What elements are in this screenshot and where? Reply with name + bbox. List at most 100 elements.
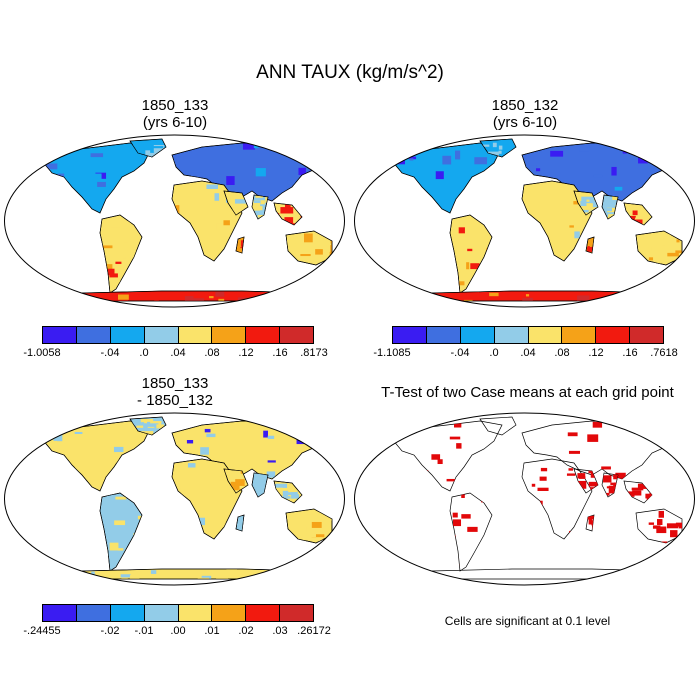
- value-patch: [44, 163, 58, 170]
- value-patch: [265, 475, 268, 481]
- significant-cell: [452, 512, 458, 518]
- value-patch: [481, 280, 491, 283]
- value-patch: [281, 487, 292, 492]
- value-patch: [608, 295, 617, 301]
- colorbar-swatch: [630, 327, 663, 343]
- significant-cell: [592, 525, 594, 529]
- value-patch: [256, 218, 266, 219]
- value-patch: [65, 194, 74, 203]
- value-patch: [474, 157, 488, 165]
- value-patch: [200, 447, 209, 455]
- panel3-title-line2: - 1850_132: [137, 392, 213, 409]
- value-patch: [122, 256, 126, 259]
- value-patch: [529, 254, 540, 261]
- value-patch: [569, 225, 574, 228]
- value-patch: [468, 229, 474, 237]
- significant-cell: [537, 487, 549, 491]
- value-patch: [197, 577, 210, 579]
- value-patch: [330, 245, 332, 254]
- antarctica-region: [25, 568, 331, 580]
- value-patch: [489, 292, 499, 297]
- panel2-title: 1850_132 (yrs 6-10): [380, 97, 670, 131]
- panel1-colorbar-labels: -1.0058 -.04 .0 .04 .08 .12 .16 .8173: [23, 347, 327, 361]
- value-patch: [627, 207, 635, 211]
- significant-cell: [591, 520, 594, 524]
- value-patch: [257, 206, 263, 211]
- africa-outline: [521, 458, 593, 540]
- panel1-title-line1: 1850_133: [141, 97, 209, 114]
- colorbar-swatch: [178, 327, 213, 343]
- value-patch: [153, 144, 165, 153]
- value-patch: [266, 492, 268, 497]
- colorbar-tick-label: -.24455: [23, 625, 61, 637]
- value-patch: [215, 291, 225, 297]
- panel4-title: T-Test of two Case means at each grid po…: [355, 384, 700, 401]
- value-patch: [479, 198, 489, 203]
- value-patch: [505, 139, 512, 144]
- colorbar-swatch: [144, 605, 179, 621]
- value-patch: [305, 441, 317, 444]
- value-patch: [268, 297, 272, 301]
- value-patch: [206, 184, 218, 189]
- value-patch: [255, 191, 269, 199]
- value-patch: [644, 208, 652, 218]
- value-patch: [614, 186, 623, 191]
- value-patch: [586, 199, 590, 202]
- value-patch: [115, 261, 122, 264]
- panel3-colorbar-labels: -.24455 -.02 -.01 .00 .01 .02 .03 .26172: [23, 625, 330, 639]
- value-patch: [133, 533, 142, 539]
- value-patch: [550, 150, 564, 157]
- value-patch: [129, 575, 140, 579]
- significant-cell: [615, 472, 626, 479]
- value-patch: [253, 144, 259, 149]
- value-patch: [198, 191, 209, 195]
- value-patch: [123, 242, 129, 246]
- northAmerica-region: [41, 420, 153, 492]
- value-patch: [247, 212, 248, 215]
- value-patch: [246, 488, 248, 493]
- significant-cell: [593, 515, 594, 524]
- value-patch: [206, 433, 216, 438]
- value-patch: [299, 209, 302, 213]
- value-patch: [301, 292, 315, 295]
- greenland-outline: [479, 416, 517, 436]
- value-patch: [101, 245, 113, 249]
- significant-cell: [463, 476, 472, 484]
- value-patch: [252, 203, 261, 211]
- significant-cell: [651, 486, 652, 489]
- panel1-title: 1850_133 (yrs 6-10): [30, 97, 320, 131]
- value-patch: [425, 294, 433, 301]
- value-patch: [396, 201, 405, 206]
- significant-cell: [523, 523, 534, 527]
- value-patch: [581, 209, 594, 214]
- value-patch: [149, 152, 159, 157]
- panel1-colorbar: [42, 326, 314, 344]
- panel4-map: [354, 412, 695, 586]
- value-patch: [242, 143, 256, 150]
- colorbar-tick-label: .16: [622, 347, 638, 359]
- significant-cell: [446, 478, 458, 482]
- value-patch: [653, 197, 663, 201]
- value-patch: [131, 422, 145, 426]
- value-patch: [407, 299, 417, 301]
- value-patch: [239, 485, 246, 489]
- value-patch: [192, 298, 204, 301]
- value-patch: [648, 257, 654, 261]
- value-patch: [97, 181, 106, 187]
- value-patch: [591, 248, 594, 253]
- colorbar-tick-label: .04: [520, 347, 536, 359]
- value-patch: [305, 514, 315, 519]
- value-patch: [245, 196, 250, 199]
- map-border: [354, 134, 695, 308]
- value-patch: [274, 501, 283, 503]
- map-border: [354, 412, 695, 586]
- value-patch: [649, 223, 652, 225]
- colorbar-swatch: [43, 605, 77, 621]
- value-patch: [156, 430, 166, 435]
- value-patch: [118, 197, 130, 206]
- value-patch: [311, 521, 322, 528]
- value-patch: [534, 250, 547, 254]
- value-patch: [252, 473, 266, 477]
- value-patch: [247, 483, 248, 487]
- significant-cell: [614, 491, 618, 494]
